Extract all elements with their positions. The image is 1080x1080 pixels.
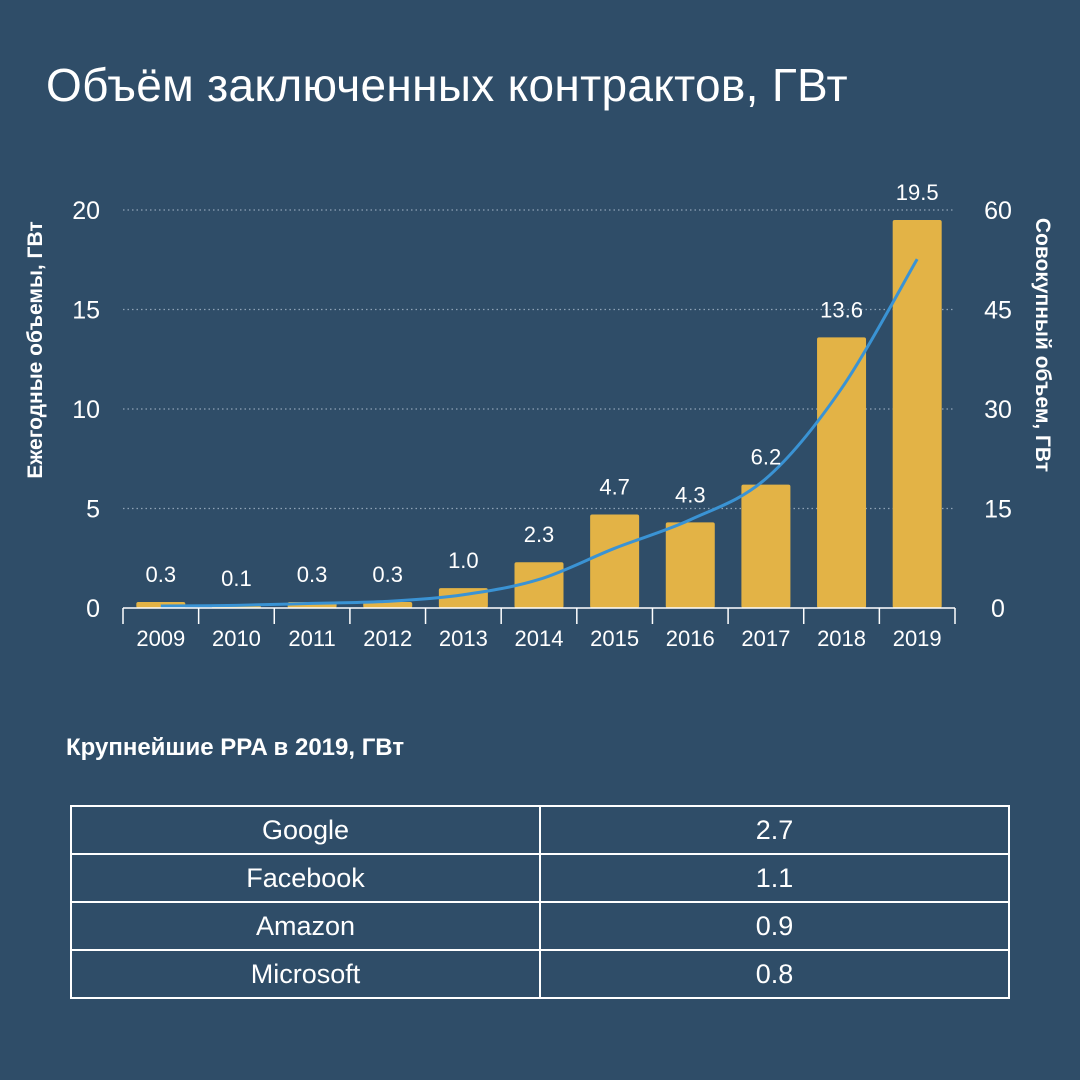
- x-tick-label: 2011: [288, 626, 335, 651]
- y2-tick-label: 60: [984, 197, 1012, 225]
- y-axis-right: 0 15 30 45 60: [984, 197, 1012, 623]
- table-title: Крупнейшие PPA в 2019, ГВт: [66, 734, 405, 761]
- x-tick-label: 2015: [590, 626, 639, 651]
- company-cell: Google: [70, 805, 541, 855]
- y2-tick-label: 0: [991, 595, 1005, 623]
- y-axis-left: 0 5 10 15 20: [72, 197, 100, 623]
- bar: [817, 337, 867, 608]
- data-label: 0.3: [372, 562, 403, 587]
- bar: [892, 219, 942, 608]
- x-tick-label: 2014: [515, 626, 564, 651]
- gridlines: [123, 209, 955, 510]
- table-row: Facebook 1.1: [70, 853, 1010, 903]
- bar: [363, 602, 413, 608]
- data-label: 0.1: [221, 566, 252, 591]
- y-tick-label: 0: [86, 595, 100, 623]
- x-tick-label: 2012: [363, 626, 412, 651]
- y-tick-label: 10: [72, 396, 100, 424]
- bar: [590, 514, 640, 608]
- chart-title: Объём заключенных контрактов, ГВт: [46, 59, 848, 111]
- table-row: Microsoft 0.8: [70, 949, 1010, 999]
- data-label: 4.7: [599, 474, 630, 499]
- table-row: Amazon 0.9: [70, 901, 1010, 951]
- table-row: Google 2.7: [70, 805, 1010, 855]
- data-label: 0.3: [297, 562, 328, 587]
- value-cell: 1.1: [539, 853, 1010, 903]
- x-tick-label: 2009: [136, 626, 185, 651]
- x-axis: 2009 2010 2011 2012 2013 2014 2015 2016 2017 2018…: [122, 607, 956, 651]
- y-tick-label: 5: [86, 496, 100, 524]
- ppa-table: Google 2.7 Facebook 1.1 Amazon 0.9 Micro…: [70, 805, 1010, 999]
- data-labels: 0.3 0.1 0.3 0.3 1.0 2.3 4.7 4.3 6.2 13.6 19.5: [146, 180, 939, 591]
- y-tick-label: 15: [72, 297, 100, 325]
- value-cell: 2.7: [539, 805, 1010, 855]
- x-tick-label: 2018: [817, 626, 866, 651]
- data-label: 2.3: [524, 522, 555, 547]
- x-tick-label: 2019: [893, 626, 942, 651]
- y2-tick-label: 15: [984, 496, 1012, 524]
- cumulative-line: [160, 258, 919, 608]
- y-tick-label: 20: [72, 197, 100, 225]
- y-axis-label-right: Совокупный объем, ГВт: [1031, 218, 1054, 472]
- x-tick-label: 2010: [212, 626, 261, 651]
- bars: [136, 219, 942, 608]
- data-label: 6.2: [751, 445, 782, 470]
- data-label: 1.0: [448, 548, 479, 573]
- data-label: 19.5: [896, 180, 939, 205]
- value-cell: 0.9: [539, 901, 1010, 951]
- value-cell: 0.8: [539, 949, 1010, 999]
- y-axis-label-left: Ежегодные объемы, ГВт: [24, 221, 47, 478]
- bar: [665, 522, 715, 608]
- data-label: 4.3: [675, 482, 706, 507]
- x-tick-label: 2016: [666, 626, 715, 651]
- data-label: 13.6: [820, 297, 863, 322]
- y2-tick-label: 30: [984, 396, 1012, 424]
- bar: [741, 484, 791, 608]
- company-cell: Microsoft: [70, 949, 541, 999]
- y2-tick-label: 45: [984, 297, 1012, 325]
- x-tick-label: 2013: [439, 626, 488, 651]
- company-cell: Amazon: [70, 901, 541, 951]
- x-tick-label: 2017: [741, 626, 790, 651]
- data-label: 0.3: [146, 562, 177, 587]
- bar-line-chart: 0.3 0.1 0.3 0.3 1.0 2.3 4.7 4.3 6.2 13.6 19.5 2009…: [24, 180, 1054, 651]
- company-cell: Facebook: [70, 853, 541, 903]
- cumulative-line-path: [160, 258, 919, 608]
